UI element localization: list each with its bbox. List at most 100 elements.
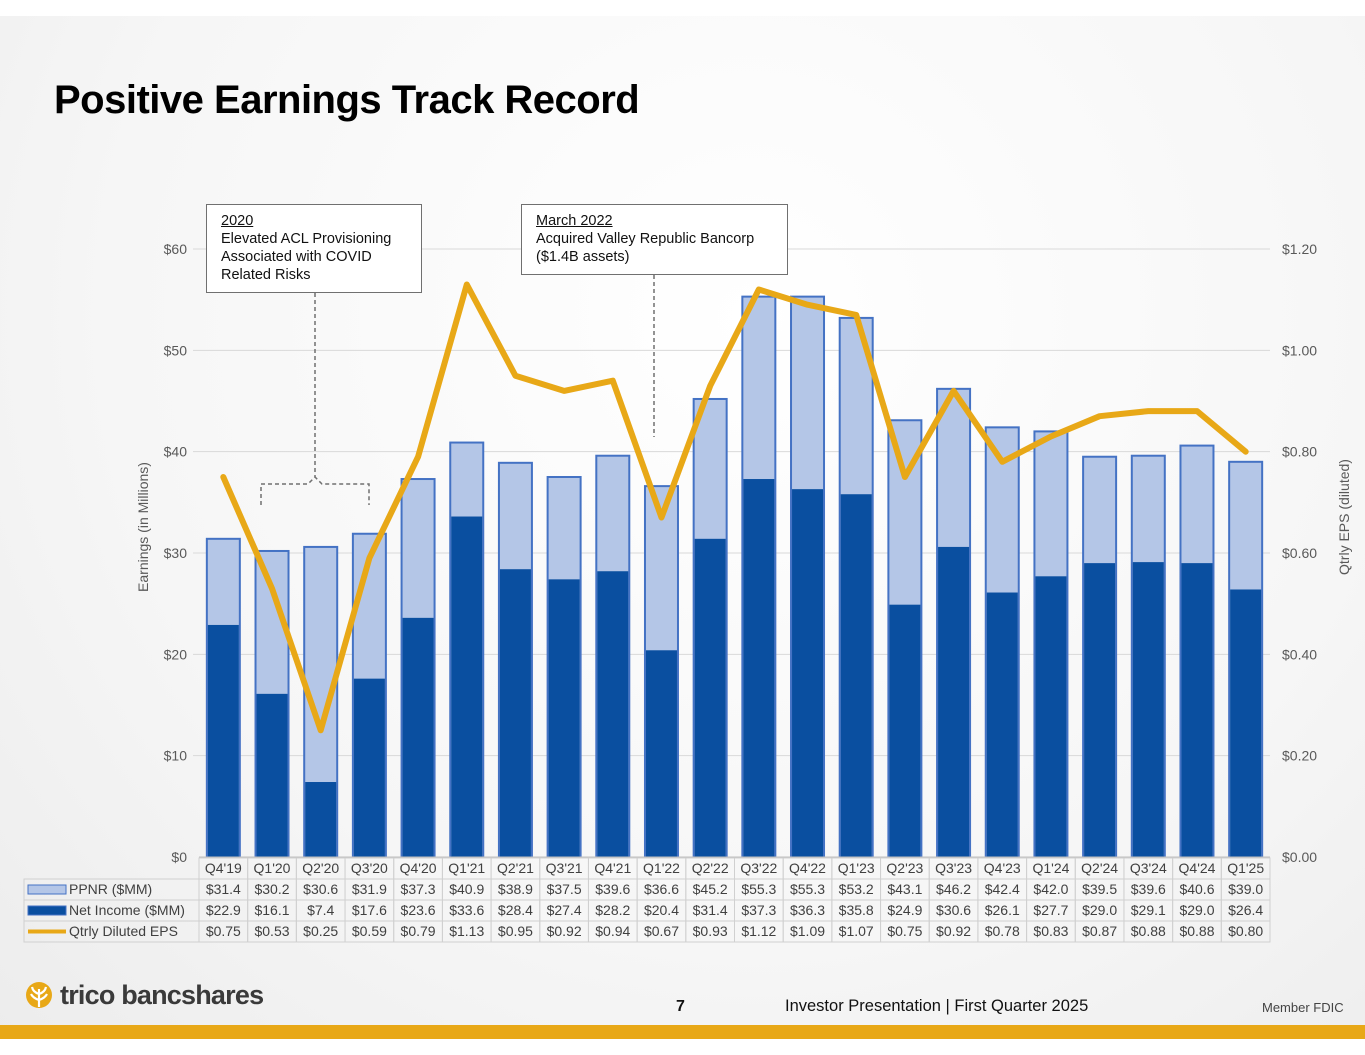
net-income-bar: [1181, 563, 1212, 857]
category-label: Q1'20: [254, 860, 291, 876]
data-label: $53.2: [839, 881, 874, 897]
annotation-line: Elevated ACL Provisioning: [221, 230, 407, 248]
data-label: $37.5: [547, 881, 582, 897]
data-label: $55.3: [741, 881, 776, 897]
data-label: $39.5: [1082, 881, 1117, 897]
member-fdic: Member FDIC: [1262, 1000, 1344, 1015]
brand-wordmark: trico bancshares: [60, 980, 263, 1011]
data-label: $28.2: [595, 902, 630, 918]
category-label: Q4'20: [400, 860, 437, 876]
data-label: $0.92: [547, 923, 582, 939]
data-label: $22.9: [206, 902, 241, 918]
data-label: $0.88: [1131, 923, 1166, 939]
category-label: Q4'21: [594, 860, 631, 876]
category-label: Q1'21: [448, 860, 485, 876]
series-name: Qtrly Diluted EPS: [69, 923, 178, 939]
y2-tick-label: $1.20: [1282, 241, 1317, 257]
y2-axis-title: Qtrly EPS (diluted): [1336, 459, 1352, 575]
data-label: $0.80: [1228, 923, 1263, 939]
data-label: $29.0: [1179, 902, 1214, 918]
legend-swatch-net-income: [28, 906, 66, 915]
data-label: $36.6: [644, 881, 679, 897]
data-label: $31.4: [206, 881, 241, 897]
annotation-heading: March 2022: [536, 212, 773, 230]
footer-caption: Investor Presentation | First Quarter 20…: [785, 997, 1088, 1016]
data-label: $0.53: [254, 923, 289, 939]
data-label: $0.88: [1179, 923, 1214, 939]
data-label: $16.1: [254, 902, 289, 918]
data-label: $31.4: [693, 902, 728, 918]
net-income-bar: [1084, 563, 1115, 857]
data-label: $28.4: [498, 902, 533, 918]
net-income-bar: [257, 694, 288, 857]
y-tick-label: $0: [171, 849, 187, 865]
data-label: $0.25: [303, 923, 338, 939]
net-income-bar: [743, 479, 774, 857]
net-income-bar: [841, 494, 872, 857]
data-label: $23.6: [401, 902, 436, 918]
page-number: 7: [676, 998, 685, 1016]
data-label: $46.2: [936, 881, 971, 897]
data-label: $29.0: [1082, 902, 1117, 918]
y-axis-title: Earnings (in Millions): [135, 462, 151, 592]
data-label: $40.6: [1179, 881, 1214, 897]
category-label: Q3'20: [351, 860, 388, 876]
annotation-march-2022: March 2022 Acquired Valley Republic Banc…: [521, 204, 788, 275]
data-label: $0.83: [1033, 923, 1068, 939]
data-label: $17.6: [352, 902, 387, 918]
net-income-bar: [938, 547, 969, 857]
data-label: $0.67: [644, 923, 679, 939]
category-label: Q1'23: [838, 860, 875, 876]
data-label: $33.6: [449, 902, 484, 918]
net-income-bar: [792, 489, 823, 857]
y-tick-label: $40: [164, 444, 188, 460]
data-label: $0.92: [936, 923, 971, 939]
y2-tick-label: $1.00: [1282, 342, 1317, 358]
category-label: Q2'20: [302, 860, 339, 876]
data-label: $0.87: [1082, 923, 1117, 939]
annotation-heading: 2020: [221, 212, 407, 230]
annotation-line: Associated with COVID: [221, 248, 407, 266]
data-label: $0.79: [401, 923, 436, 939]
net-income-bar: [1035, 576, 1066, 857]
data-label: $1.12: [741, 923, 776, 939]
legend-swatch-ppnr: [28, 885, 66, 894]
data-label: $42.4: [985, 881, 1020, 897]
data-label: $39.0: [1228, 881, 1263, 897]
net-income-bar: [549, 579, 580, 857]
data-label: $26.4: [1228, 902, 1263, 918]
data-label: $40.9: [449, 881, 484, 897]
data-label: $0.95: [498, 923, 533, 939]
bottom-accent-bar: [0, 1025, 1365, 1039]
y2-tick-label: $0.20: [1282, 748, 1317, 764]
category-label: Q4'23: [984, 860, 1021, 876]
net-income-bar: [597, 571, 628, 857]
data-label: $0.75: [887, 923, 922, 939]
data-label: $43.1: [887, 881, 922, 897]
data-label: $39.6: [595, 881, 630, 897]
data-label: $0.78: [985, 923, 1020, 939]
series-name: Net Income ($MM): [69, 902, 185, 918]
net-income-bar: [889, 605, 920, 857]
net-income-bar: [403, 618, 434, 857]
net-income-bar: [646, 650, 677, 857]
net-income-bar: [451, 517, 482, 857]
series-name: PPNR ($MM): [69, 881, 152, 897]
net-income-bar: [305, 782, 336, 857]
net-income-bar: [695, 539, 726, 857]
data-label: $35.8: [839, 902, 874, 918]
data-label: $0.94: [595, 923, 630, 939]
y2-tick-label: $0.40: [1282, 646, 1317, 662]
net-income-bar: [354, 679, 385, 857]
net-income-bar: [1230, 589, 1261, 857]
category-label: Q1'25: [1227, 860, 1264, 876]
bottom-strip: [0, 1039, 1365, 1055]
data-label: $30.2: [254, 881, 289, 897]
wheat-icon: [24, 980, 54, 1010]
data-label: $24.9: [887, 902, 922, 918]
data-label: $55.3: [790, 881, 825, 897]
data-label: $42.0: [1033, 881, 1068, 897]
category-label: Q4'24: [1179, 860, 1216, 876]
category-label: Q3'21: [546, 860, 583, 876]
data-label: $37.3: [401, 881, 436, 897]
